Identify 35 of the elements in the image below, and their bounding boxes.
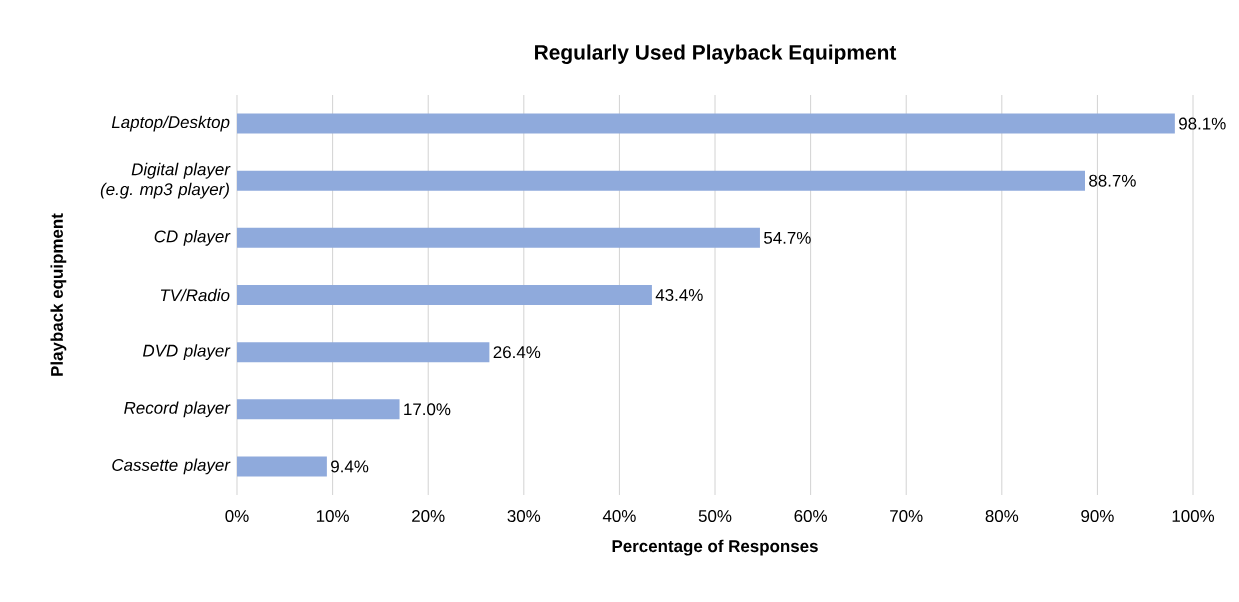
data-label: 9.4% — [331, 460, 369, 473]
y-tick-label: DVD player — [142, 344, 231, 361]
x-tick-label: 50% — [698, 510, 732, 523]
y-tick-label: TV/Radio — [160, 288, 230, 302]
data-label: 88.7% — [1089, 174, 1136, 187]
bar — [237, 113, 1175, 134]
data-label: 26.4% — [493, 346, 541, 359]
bar — [237, 285, 652, 306]
x-tick-label: 100% — [1172, 510, 1215, 523]
data-label: 17.0% — [404, 403, 451, 416]
bar — [237, 342, 490, 363]
bar — [237, 399, 400, 420]
y-tick-label: Record player — [124, 401, 231, 418]
x-tick-label: 10% — [316, 510, 349, 523]
y-tick-label: Digital player (e.g. mp3 player) — [100, 162, 231, 199]
x-tick-label: 70% — [890, 510, 923, 523]
data-label: 98.1% — [1179, 117, 1226, 130]
x-tick-label: 20% — [412, 510, 445, 523]
x-tick-label: 80% — [985, 510, 1019, 523]
data-label: 43.4% — [655, 289, 703, 301]
x-axis-title: Percentage of Responses — [612, 539, 818, 556]
chart-title: Regularly Used Playback Equipment — [535, 44, 897, 65]
y-tick-label: Laptop/Desktop — [111, 115, 230, 132]
x-tick-label: 30% — [507, 510, 541, 523]
y-axis-title: Playback equipment — [50, 213, 67, 376]
y-tick-label: CD player — [154, 229, 231, 246]
data-label: 54.7% — [764, 231, 811, 244]
bar — [237, 170, 1085, 191]
x-tick-label: 90% — [1081, 510, 1114, 523]
bar — [237, 456, 327, 477]
x-tick-label: 40% — [602, 510, 636, 523]
x-tick-label: 60% — [794, 510, 827, 523]
bar — [237, 227, 760, 248]
y-tick-label: Cassette player — [112, 458, 231, 475]
x-tick-label: 0% — [225, 510, 249, 523]
